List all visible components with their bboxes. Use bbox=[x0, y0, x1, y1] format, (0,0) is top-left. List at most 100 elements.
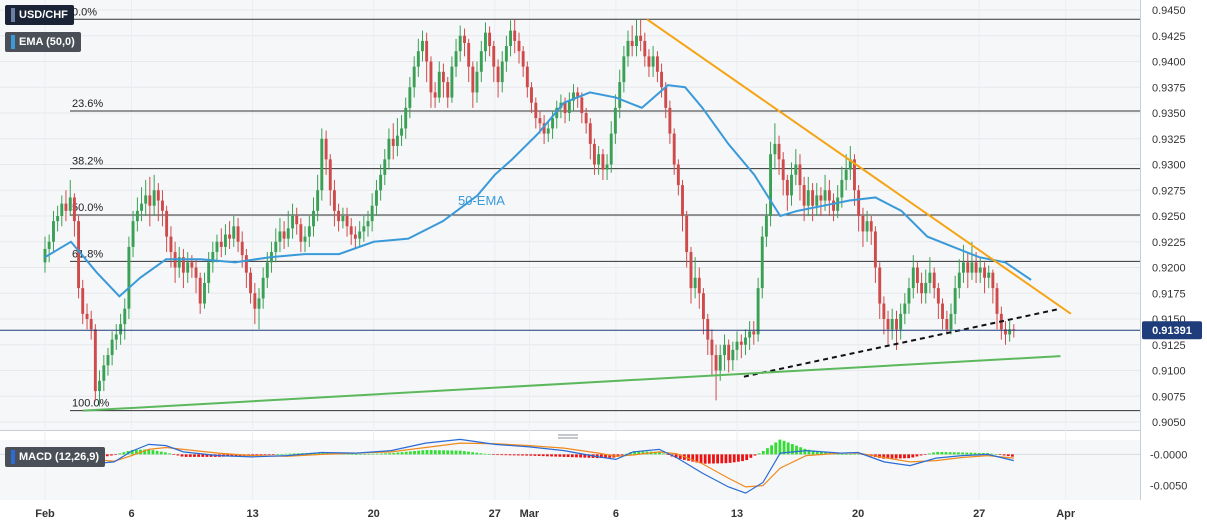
candle-body bbox=[60, 203, 64, 216]
candle-body bbox=[458, 35, 462, 52]
y-tick-label: 0.9325 bbox=[1152, 134, 1186, 146]
candle-body bbox=[391, 138, 395, 146]
macd-histogram-bar bbox=[176, 454, 180, 456]
macd-line bbox=[44, 438, 1014, 494]
macd-histogram-bar bbox=[483, 453, 487, 455]
candle-body bbox=[932, 272, 936, 289]
candle-body bbox=[307, 226, 311, 237]
macd-histogram-bar bbox=[570, 454, 574, 458]
macd-histogram-bar bbox=[653, 451, 657, 455]
candle-body bbox=[534, 102, 538, 119]
macd-histogram-bar bbox=[599, 454, 603, 459]
candle-body bbox=[576, 92, 580, 98]
candle-body bbox=[295, 216, 299, 225]
candle-body bbox=[286, 228, 290, 239]
ema-legend[interactable]: EMA (50,0) bbox=[5, 32, 81, 52]
macd-histogram-bar bbox=[155, 450, 159, 455]
candle-body bbox=[706, 319, 710, 340]
macd-histogram-bar bbox=[458, 450, 462, 455]
macd-histogram-bar bbox=[736, 454, 740, 462]
candle-body bbox=[387, 138, 391, 160]
candle-body bbox=[98, 380, 101, 392]
macd-y-tick-label: -0.0050 bbox=[1150, 481, 1187, 493]
candle-body bbox=[232, 226, 236, 239]
candle-body bbox=[194, 267, 198, 278]
macd-histogram-bar bbox=[359, 454, 362, 455]
macd-histogram-bar bbox=[641, 451, 645, 455]
macd-histogram-bar bbox=[379, 453, 383, 455]
macd-histogram-bar bbox=[533, 454, 537, 456]
macd-histogram-bar bbox=[583, 454, 587, 458]
candle-body bbox=[890, 319, 894, 330]
symbol-legend[interactable]: USD/CHF bbox=[5, 5, 74, 25]
candle-body bbox=[110, 339, 114, 356]
candle-body bbox=[362, 226, 366, 232]
y-tick-label: 0.9425 bbox=[1152, 31, 1186, 43]
candle-body bbox=[43, 248, 47, 263]
candle-body bbox=[437, 71, 441, 98]
macd-histogram-bar bbox=[786, 442, 790, 455]
candle-body bbox=[974, 262, 978, 273]
macd-histogram-bar bbox=[695, 454, 699, 463]
candle-body bbox=[924, 282, 928, 294]
macd-histogram-bar bbox=[803, 448, 807, 455]
macd-histogram-bar bbox=[637, 451, 641, 455]
candle-body bbox=[77, 221, 81, 289]
macd-histogram-bar bbox=[541, 454, 545, 457]
candle-body bbox=[635, 35, 638, 47]
candle-body bbox=[622, 56, 626, 83]
macd-histogram-bar bbox=[508, 454, 512, 456]
candle-body bbox=[609, 133, 613, 165]
macd-histogram-bar bbox=[205, 454, 209, 457]
macd-histogram-bar bbox=[824, 452, 827, 455]
candle-body bbox=[723, 344, 726, 356]
candle-body bbox=[773, 143, 777, 155]
candle-body bbox=[282, 231, 286, 239]
candle-body bbox=[253, 293, 257, 309]
x-tick-label: 27 bbox=[489, 508, 501, 520]
candle-body bbox=[727, 344, 731, 361]
macd-histogram-bar bbox=[720, 454, 724, 464]
symbol-swatch bbox=[11, 8, 15, 23]
macd-swatch bbox=[11, 450, 15, 465]
candle-body bbox=[886, 319, 890, 330]
candle-body bbox=[962, 262, 965, 273]
macd-histogram-bar bbox=[886, 454, 890, 459]
candle-body bbox=[538, 118, 542, 124]
candle-body bbox=[492, 46, 496, 67]
macd-histogram-bar bbox=[898, 454, 902, 459]
macd-histogram-bar bbox=[375, 453, 379, 455]
macd-legend[interactable]: MACD (12,26,9) bbox=[5, 447, 106, 467]
macd-histogram-bar bbox=[936, 451, 940, 455]
macd-histogram-bar bbox=[878, 454, 881, 458]
candle-body bbox=[710, 339, 714, 356]
candle-body bbox=[995, 288, 999, 314]
macd-histogram-bar bbox=[745, 454, 749, 461]
candle-body bbox=[265, 262, 269, 278]
candle-body bbox=[572, 92, 575, 101]
macd-histogram-bar bbox=[820, 451, 823, 455]
candle-body bbox=[848, 159, 852, 170]
macd-histogram-bar bbox=[230, 454, 234, 457]
candle-body bbox=[542, 123, 546, 134]
macd-histogram-bar bbox=[201, 454, 205, 457]
candle-body bbox=[584, 113, 588, 124]
macd-histogram-bar bbox=[388, 453, 392, 455]
candle-body bbox=[102, 365, 106, 381]
macd-histogram-bar bbox=[857, 453, 861, 455]
candle-body bbox=[945, 319, 949, 330]
candle-body bbox=[161, 200, 164, 211]
macd-histogram-bar bbox=[724, 454, 728, 464]
candle-body bbox=[735, 341, 739, 350]
candle-body bbox=[278, 231, 282, 242]
candle-body bbox=[853, 159, 856, 191]
candle-body bbox=[332, 190, 336, 211]
macd-histogram-bar bbox=[712, 454, 715, 464]
candle-body bbox=[358, 231, 362, 239]
candle-body bbox=[521, 51, 525, 67]
macd-histogram-bar bbox=[554, 454, 558, 457]
macd-histogram-bar bbox=[911, 454, 915, 458]
macd-histogram-bar bbox=[790, 444, 794, 455]
candle-body bbox=[211, 252, 215, 263]
macd-histogram-bar bbox=[492, 454, 495, 455]
